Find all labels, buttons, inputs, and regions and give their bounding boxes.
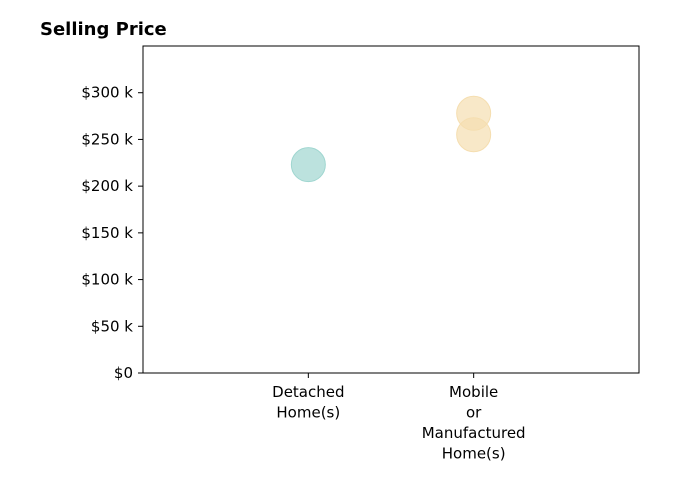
x-tick-label-line: Mobile [449,383,498,401]
y-axis: $0 $50 k $100 k $150 k $200 k $250 k $300 k [81,84,143,382]
data-point [290,147,326,183]
data-points [290,95,492,183]
x-tick-label-line: Home(s) [442,445,506,463]
x-tick-label: Detached Home(s) [272,383,344,422]
x-tick-label-line: Detached [272,383,344,401]
x-tick-label-line: Manufactured [422,424,526,442]
y-tick-label: $100 k [81,271,133,289]
x-axis: Detached Home(s) Mobile or Manufactured Home(… [272,373,526,463]
y-tick-label: $300 k [81,84,133,102]
x-tick-label: Mobile or Manufactured Home(s) [422,383,526,463]
x-tick-label-line: Home(s) [276,404,340,422]
y-tick-label: $250 k [81,130,133,148]
y-tick-label: $200 k [81,177,133,195]
y-tick-label: $150 k [81,224,133,242]
chart-title: Selling Price [40,19,167,40]
y-tick-label: $50 k [91,317,133,335]
y-tick-label: $0 [114,364,133,382]
plot-area-frame [142,45,640,374]
x-tick-label-line: or [466,404,482,422]
data-point [456,117,492,153]
